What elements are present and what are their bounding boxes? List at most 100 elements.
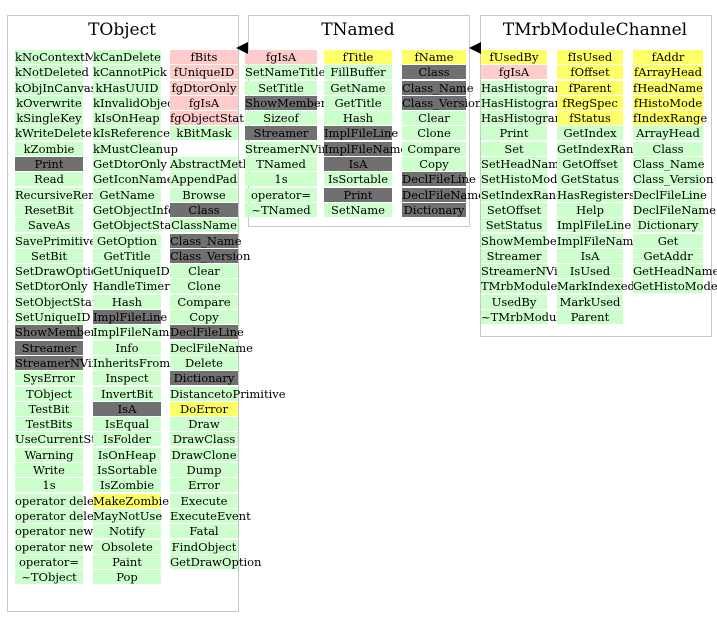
member-entry: GetName <box>324 80 392 95</box>
member-entry: DeclFileLine <box>170 325 244 340</box>
member-entry: IsA <box>557 248 623 263</box>
member-entry: DeclFileName <box>633 202 716 217</box>
member-entry: kOverwrite <box>15 95 83 110</box>
member-entry: Compare <box>170 294 238 309</box>
member-entry: SetUniqueID <box>15 310 91 325</box>
member-entry: operator delete <box>15 493 106 508</box>
member-entry: HasHistogramTrue <box>481 111 593 126</box>
member-entry: GetOption <box>93 233 161 248</box>
member-entry: ~TNamed <box>245 202 317 217</box>
member-entry: SetDtorOnly <box>15 279 88 294</box>
member-entry: Clone <box>402 126 466 141</box>
member-entry: IsFolder <box>93 432 161 447</box>
member-entry: Draw <box>170 417 238 432</box>
class-title: TNamed <box>321 20 395 40</box>
member-column: fTitle FillBuffer GetName GetTitle Hash ImplF… <box>324 50 407 218</box>
member-entry: fArrayHead <box>633 65 703 80</box>
member-entry: fUniqueID <box>170 65 238 80</box>
member-entry: fHistoMode <box>633 95 703 110</box>
member-entry: ~TMrbModuleChannel <box>481 310 615 325</box>
member-column: kNoContextMenu kNotDeleted kObjInCanvas kOv… <box>15 50 120 585</box>
inheritance-arrow-icon <box>469 42 481 54</box>
member-entry: ExecuteEvent <box>170 508 251 523</box>
member-entry: operator delete[] <box>15 508 115 523</box>
member-entry: MarkUsed <box>557 294 623 309</box>
member-entry: fgObjectStat <box>170 111 244 126</box>
member-entry: TestBit <box>15 401 83 416</box>
member-column: fgIsA SetNameTitle SetTitle ShowMembers Size… <box>245 50 350 218</box>
member-entry: Help <box>557 202 623 217</box>
member-entry: kWriteDelete <box>15 126 92 141</box>
member-entry: Set <box>481 141 547 156</box>
member-entry: kIsOnHeap <box>93 111 161 126</box>
member-entry: fUsedBy <box>481 50 547 64</box>
member-entry: kCannotPick <box>93 65 167 80</box>
member-entry: operator= <box>15 554 83 569</box>
member-entry: ShowMembers <box>15 325 103 340</box>
member-entry: fIndexRange <box>633 111 708 126</box>
member-entry: IsEqual <box>93 417 161 432</box>
member-entry: DistancetoPrimitive <box>170 386 286 401</box>
member-entry: GetStatus <box>557 172 623 187</box>
member-entry: kSingleKey <box>15 111 83 126</box>
member-entry: fgDtorOnly <box>170 80 238 95</box>
member-entry: kMustCleanup <box>93 141 178 156</box>
member-entry: Copy <box>170 310 238 325</box>
member-entry: TNamed <box>245 157 317 172</box>
member-entry: Class_Version <box>170 248 251 263</box>
member-entry: operator new <box>15 524 94 539</box>
member-entry: DeclFileName <box>402 187 485 202</box>
member-entry: Warning <box>15 447 83 462</box>
member-entry: GetUniqueID <box>93 264 170 279</box>
member-entry: HasHistogramDefault <box>481 80 609 95</box>
member-entry: Get <box>633 233 703 248</box>
member-entry: Hash <box>324 111 392 126</box>
member-entry: ImplFileLine <box>93 310 168 325</box>
member-entry: GetTitle <box>93 248 161 263</box>
member-entry: GetIndexRange <box>557 141 648 156</box>
member-entry: SetBit <box>15 248 83 263</box>
member-entry: ArrayHead <box>633 126 703 141</box>
member-entry: SetName <box>324 202 392 217</box>
member-entry: GetHistoMode <box>633 279 717 294</box>
member-entry: operator new[] <box>15 539 103 554</box>
member-entry: Class_Version <box>402 95 483 110</box>
member-entry: SetTitle <box>245 80 317 95</box>
member-entry: Dictionary <box>633 218 703 233</box>
member-entry: fRegSpec <box>557 95 623 110</box>
member-entry: ClassName <box>170 218 238 233</box>
member-entry: FillBuffer <box>324 65 392 80</box>
member-entry: HasHistogramFalse <box>481 95 596 110</box>
member-entry: Print <box>15 157 83 172</box>
member-entry: Hash <box>93 294 161 309</box>
member-entry: GetIconName <box>93 172 174 187</box>
member-entry: AppendPad <box>170 172 238 187</box>
member-entry: Print <box>481 126 547 141</box>
member-entry: ImplFileName <box>557 233 641 248</box>
member-entry: UseCurrentStyle <box>15 432 113 447</box>
member-entry: DeclFileLine <box>402 172 476 187</box>
member-entry: IsUsed <box>557 264 623 279</box>
member-entry: fBits <box>170 50 238 64</box>
member-column: fUsedBy fgIsA HasHistogramDefault HasHistog… <box>481 50 615 325</box>
member-entry: ResetBit <box>15 202 83 217</box>
member-column: fBits fUniqueID fgDtorOnly fgIsA fgObjectSta… <box>170 50 286 570</box>
member-entry: Class_Name <box>170 233 242 248</box>
member-entry: GetIndex <box>557 126 623 141</box>
member-entry: HandleTimer <box>93 279 170 294</box>
member-entry: GetObjectInfo <box>93 202 175 217</box>
member-entry: kIsReferenced <box>93 126 178 141</box>
member-entry: 1s <box>245 172 317 187</box>
member-entry: Dictionary <box>170 371 238 386</box>
member-entry: DeclFileName <box>170 340 253 355</box>
class-title: TObject <box>88 20 156 40</box>
member-entry: Class <box>633 141 703 156</box>
member-entry: DrawClass <box>170 432 238 447</box>
member-entry: fParent <box>557 80 623 95</box>
member-entry: kNotDeleted <box>15 65 89 80</box>
member-entry: SaveAs <box>15 218 83 233</box>
member-entry: SavePrimitive <box>15 233 97 248</box>
member-entry: Execute <box>170 493 238 508</box>
member-entry: Notify <box>93 524 161 539</box>
member-entry: Print <box>324 187 392 202</box>
